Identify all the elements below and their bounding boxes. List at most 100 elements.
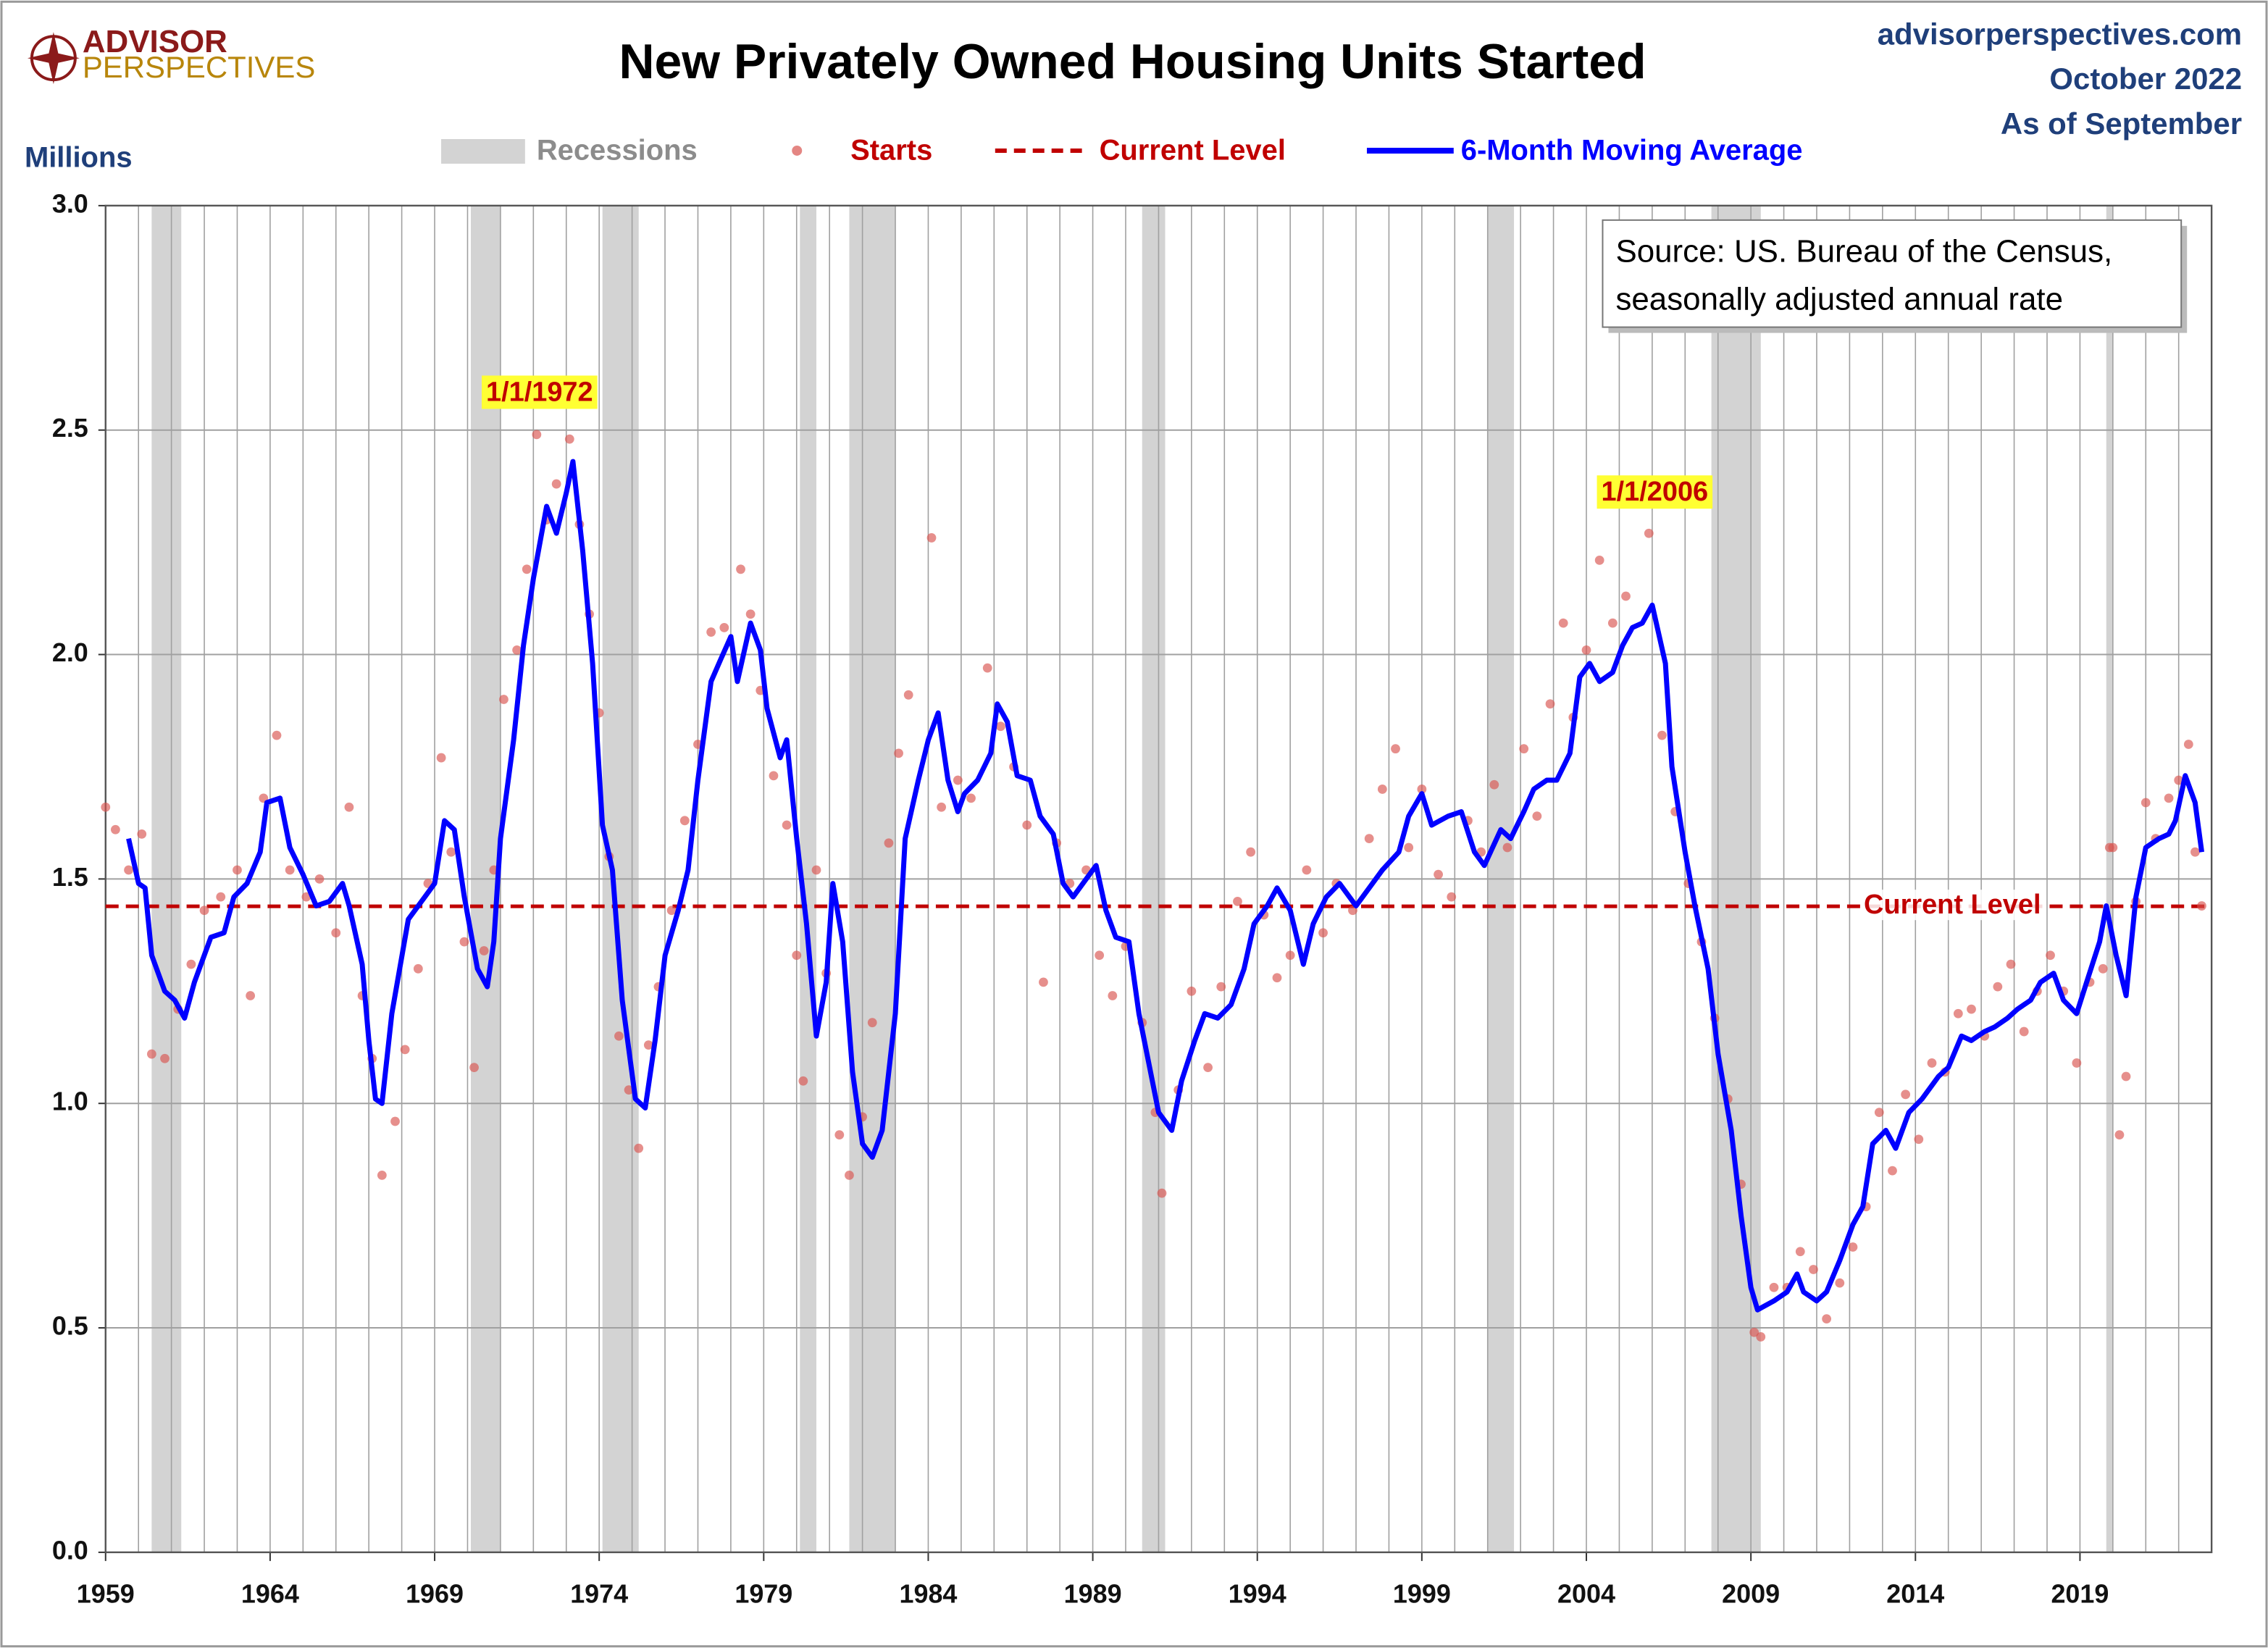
data-point (982, 663, 992, 673)
data-point (1756, 1332, 1766, 1342)
data-point (736, 564, 745, 574)
data-point (1404, 842, 1414, 853)
data-point (551, 479, 561, 489)
data-point (2121, 1071, 2131, 1082)
data-point (1545, 699, 1555, 709)
data-point (1434, 869, 1443, 879)
data-point (1391, 744, 1400, 754)
data-point (1285, 950, 1295, 961)
logo-compass (27, 32, 80, 85)
data-point (2072, 1058, 2082, 1068)
data-point (1769, 1282, 1779, 1292)
data-point (111, 824, 120, 835)
data-point (1364, 834, 1374, 843)
data-point (1795, 1247, 1805, 1257)
data-point (769, 771, 779, 781)
current-level-label-bg (1861, 890, 2044, 921)
data-point (272, 730, 282, 740)
data-point (413, 963, 423, 974)
data-point (903, 690, 913, 700)
data-point (2108, 842, 2118, 853)
data-point (1272, 973, 1282, 983)
data-point (1489, 779, 1499, 790)
data-point (834, 1130, 845, 1139)
source-text: seasonally adjusted annual rate (1615, 281, 2063, 317)
data-point (2098, 963, 2108, 974)
data-point (2183, 740, 2193, 749)
data-point (1914, 1134, 1924, 1145)
y-tick-label: 3.0 (52, 188, 88, 218)
x-tick-label: 2014 (1886, 1578, 1944, 1608)
data-point (1621, 591, 1631, 601)
data-point (564, 434, 574, 444)
data-point (1417, 785, 1427, 794)
plot-frame (104, 204, 2213, 1554)
data-point (479, 946, 489, 955)
data-point (1657, 730, 1667, 740)
data-point (1848, 1242, 1858, 1252)
data-point (1835, 1278, 1845, 1288)
x-tick-label: 1959 (77, 1578, 135, 1608)
data-point (953, 775, 963, 785)
data-point (1967, 1004, 1976, 1014)
data-point (2046, 950, 2055, 961)
x-tick-label: 1994 (1229, 1578, 1286, 1608)
data-point (459, 937, 469, 947)
annotation-bg (482, 375, 598, 409)
data-point (1203, 1063, 1213, 1073)
y-tick-label: 1.0 (52, 1087, 88, 1116)
logo-bottom: PERSPECTIVES (83, 50, 316, 84)
data-point (344, 802, 354, 812)
as-of: As of September (2001, 106, 2242, 141)
data-point (1022, 820, 1032, 830)
data-point (996, 721, 1005, 732)
data-point (926, 533, 937, 543)
data-point (2114, 1130, 2125, 1139)
data-point (2174, 775, 2184, 785)
legend: Recessions Starts Current Level 6-Month … (441, 135, 1802, 167)
data-point (390, 1116, 400, 1126)
x-tick-label: 1999 (1393, 1578, 1451, 1608)
data-point (811, 865, 821, 875)
data-point (937, 802, 947, 812)
data-point (199, 905, 209, 916)
data-point (314, 874, 325, 884)
chart-title: New Privately Owned Housing Units Starte… (619, 35, 1646, 89)
date: October 2022 (2049, 62, 2242, 96)
data-point (1607, 618, 1618, 628)
data-point (1901, 1089, 1911, 1100)
data-point (719, 622, 729, 632)
source-box (1602, 219, 2183, 328)
data-point (301, 892, 311, 902)
annotation: 1/1/1972 (486, 377, 593, 407)
data-point (2190, 847, 2200, 857)
data-point (1246, 847, 1256, 857)
data-point (1594, 556, 1604, 565)
data-point (2006, 959, 2016, 969)
data-point (377, 1170, 387, 1180)
data-point (867, 1018, 877, 1028)
y-tick-label: 0.5 (52, 1311, 88, 1341)
data-point (2164, 793, 2174, 803)
data-point (1519, 744, 1529, 754)
data-point (246, 991, 256, 1000)
data-point (1187, 986, 1197, 996)
data-point (1157, 1188, 1167, 1198)
annotation: 1/1/2006 (1602, 477, 1709, 507)
x-tick-label: 1989 (1064, 1578, 1122, 1608)
x-tick-label: 2009 (1722, 1578, 1780, 1608)
data-point (1318, 928, 1328, 938)
data-point (1993, 982, 2003, 992)
y-tick-label: 2.0 (52, 637, 88, 667)
data-point (1216, 982, 1226, 992)
y-tick-label: 2.5 (52, 413, 88, 443)
annotation-bg (1597, 475, 1713, 509)
data-point (1095, 950, 1105, 961)
logo-top: ADVISOR (83, 24, 227, 59)
moving-average-line (126, 459, 2205, 1313)
data-point (1502, 842, 1512, 853)
data-point (1888, 1166, 1897, 1176)
data-point (137, 829, 147, 839)
data-point (845, 1170, 854, 1180)
data-point (666, 905, 677, 916)
